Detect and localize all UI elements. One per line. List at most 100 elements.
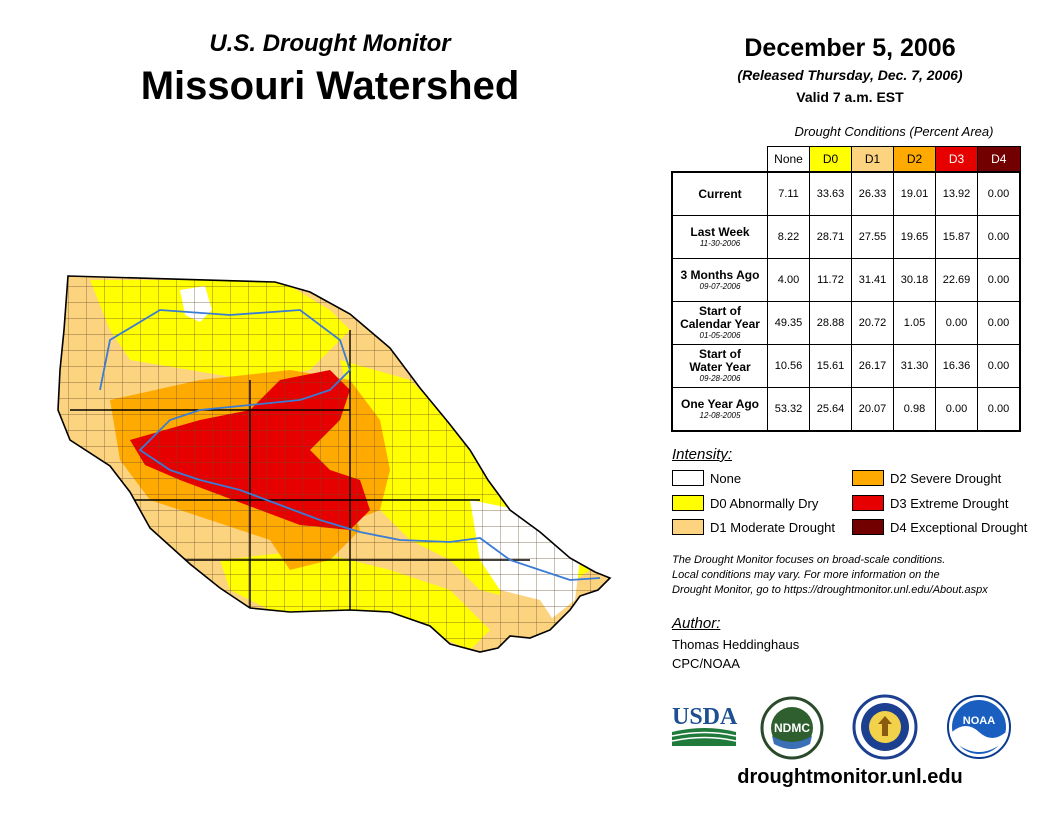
legend-item-d1: D1 Moderate Drought — [672, 519, 835, 535]
row-date: 09-07-2006 — [699, 281, 741, 291]
legend-swatch-d2 — [852, 470, 884, 486]
table-cell: 20.72 — [851, 301, 894, 345]
table-cell: 20.07 — [851, 387, 894, 432]
table-cell: 0.00 — [977, 215, 1021, 259]
valid-time: Valid 7 a.m. EST — [796, 89, 904, 105]
row-label: Start of Calendar Year 01-05-2006 — [671, 301, 768, 345]
legend-swatch-d4 — [852, 519, 884, 535]
table-caption: Drought Conditions (Percent Area) — [794, 124, 994, 139]
row-label-line: Water Year — [689, 360, 751, 374]
table-cell: 15.61 — [809, 344, 852, 388]
table-cell: 16.36 — [935, 344, 978, 388]
table-cell: 0.00 — [935, 387, 978, 432]
table-row: 3 Months Ago 09-07-2006 4.00 11.72 31.41 30.1… — [671, 258, 1021, 302]
legend-swatch-d0 — [672, 495, 704, 511]
header-blank — [672, 147, 768, 173]
table-cell: 4.00 — [767, 258, 810, 302]
col-header-d1: D1 — [851, 146, 894, 173]
legend-swatch-d3 — [852, 495, 884, 511]
website-url[interactable]: droughtmonitor.unl.edu — [737, 766, 963, 788]
svg-text:USDA: USDA — [672, 704, 738, 730]
usda-logo: USDA — [671, 704, 738, 746]
table-cell: 0.00 — [977, 344, 1021, 388]
row-date: 12-08-2005 — [699, 410, 741, 420]
table-cell: 31.30 — [893, 344, 936, 388]
table-cell: 0.00 — [977, 301, 1021, 345]
table-row: Start of Calendar Year 01-05-2006 49.35 28.8… — [671, 301, 1021, 345]
legend-swatch-d1 — [672, 519, 704, 535]
legend-item-d0: D0 Abnormally Dry — [672, 495, 818, 511]
table-cell: 7.11 — [767, 171, 810, 216]
table-cell: 1.05 — [893, 301, 936, 345]
table-cell: 49.35 — [767, 301, 810, 345]
row-label-line: Start of — [699, 347, 741, 361]
row-date: 09-28-2006 — [699, 374, 741, 383]
table-cell: 26.33 — [851, 171, 894, 216]
table-cell: 15.87 — [935, 215, 978, 259]
row-label: Start of Water Year 09-28-2006 — [671, 344, 768, 388]
table-cell: 8.22 — [767, 215, 810, 259]
table-cell: 33.63 — [809, 171, 852, 216]
river-line — [99, 309, 601, 581]
col-header-d2: D2 — [893, 146, 936, 173]
table-cell: 11.72 — [809, 258, 852, 302]
legend-item-d4: D4 Exceptional Drought — [852, 519, 1027, 535]
author-name: Thomas Heddinghaus — [672, 637, 800, 652]
table-cell: 27.55 — [851, 215, 894, 259]
table-cell: 28.88 — [809, 301, 852, 345]
ndmc-logo: NDMC — [760, 696, 824, 760]
table-cell: 19.65 — [893, 215, 936, 259]
table-cell: 25.64 — [809, 387, 852, 432]
about-link[interactable]: Drought Monitor, go to https://droughtmo… — [672, 584, 988, 596]
row-date: 11-30-2006 — [699, 238, 741, 248]
table-header-row: None D0 D1 D2 D3 D4 — [672, 146, 1021, 173]
table-cell: 31.41 — [851, 258, 894, 302]
legend-item-d3: D3 Extreme Drought — [852, 495, 1009, 511]
table-cell: 0.00 — [977, 171, 1021, 216]
row-label-line: Last Week — [690, 224, 750, 239]
row-label-line: 3 Months Ago — [680, 267, 760, 282]
svg-text:NOAA: NOAA — [963, 715, 995, 727]
release-date: (Released Thursday, Dec. 7, 2006) — [737, 67, 963, 83]
table-cell: 0.00 — [977, 387, 1021, 432]
drought-conditions-table: None D0 D1 D2 D3 D4 Current 7.11 33.63 26.3… — [671, 146, 1021, 432]
table-cell: 53.32 — [767, 387, 810, 432]
row-label-line: Current — [698, 186, 742, 201]
table-cell: 13.92 — [935, 171, 978, 216]
noaa-logo: NOAA — [947, 695, 1011, 759]
col-header-d4: D4 — [977, 146, 1021, 173]
table-cell: 19.01 — [893, 171, 936, 216]
legend-item-none: None — [672, 470, 741, 486]
svg-text:NDMC: NDMC — [774, 721, 810, 735]
commerce-seal-icon — [852, 694, 918, 760]
table-cell: 0.00 — [977, 258, 1021, 302]
col-header-d0: D0 — [809, 146, 852, 173]
table-cell: 26.17 — [851, 344, 894, 388]
table-row: One Year Ago 12-08-2005 53.32 25.64 20.07 0.9… — [671, 387, 1021, 432]
info-note: The Drought Monitor focuses on broad-sca… — [672, 553, 1042, 598]
col-header-none: None — [767, 146, 810, 173]
legend-item-d2: D2 Severe Drought — [852, 470, 1001, 486]
map-date: December 5, 2006 — [744, 34, 956, 62]
row-label-line: One Year Ago — [680, 396, 760, 411]
table-cell: 0.98 — [893, 387, 936, 432]
col-header-d3: D3 — [935, 146, 978, 173]
row-date: 01-05-2006 — [699, 331, 741, 340]
row-label: 3 Months Ago 09-07-2006 — [671, 258, 768, 302]
state-borders — [70, 330, 530, 610]
table-row: Current 7.11 33.63 26.33 19.01 13.92 0.00 — [671, 171, 1021, 216]
row-label: Last Week 11-30-2006 — [671, 215, 768, 259]
row-label: One Year Ago 12-08-2005 — [671, 387, 768, 432]
author-heading: Author: — [672, 615, 721, 632]
legend-swatch-none — [672, 470, 704, 486]
table-row: Last Week 11-30-2006 8.22 28.71 27.55 19.65 15… — [671, 215, 1021, 259]
drought-map — [57, 275, 612, 653]
row-label-line: Start of — [699, 304, 741, 318]
map-title: Missouri Watershed — [140, 64, 520, 108]
author-org: CPC/NOAA — [672, 656, 740, 671]
table-cell: 28.71 — [809, 215, 852, 259]
legend-title: Intensity: — [672, 446, 733, 463]
map-subtitle: U.S. Drought Monitor — [209, 30, 451, 57]
table-cell: 30.18 — [893, 258, 936, 302]
watershed-outline — [57, 275, 612, 653]
